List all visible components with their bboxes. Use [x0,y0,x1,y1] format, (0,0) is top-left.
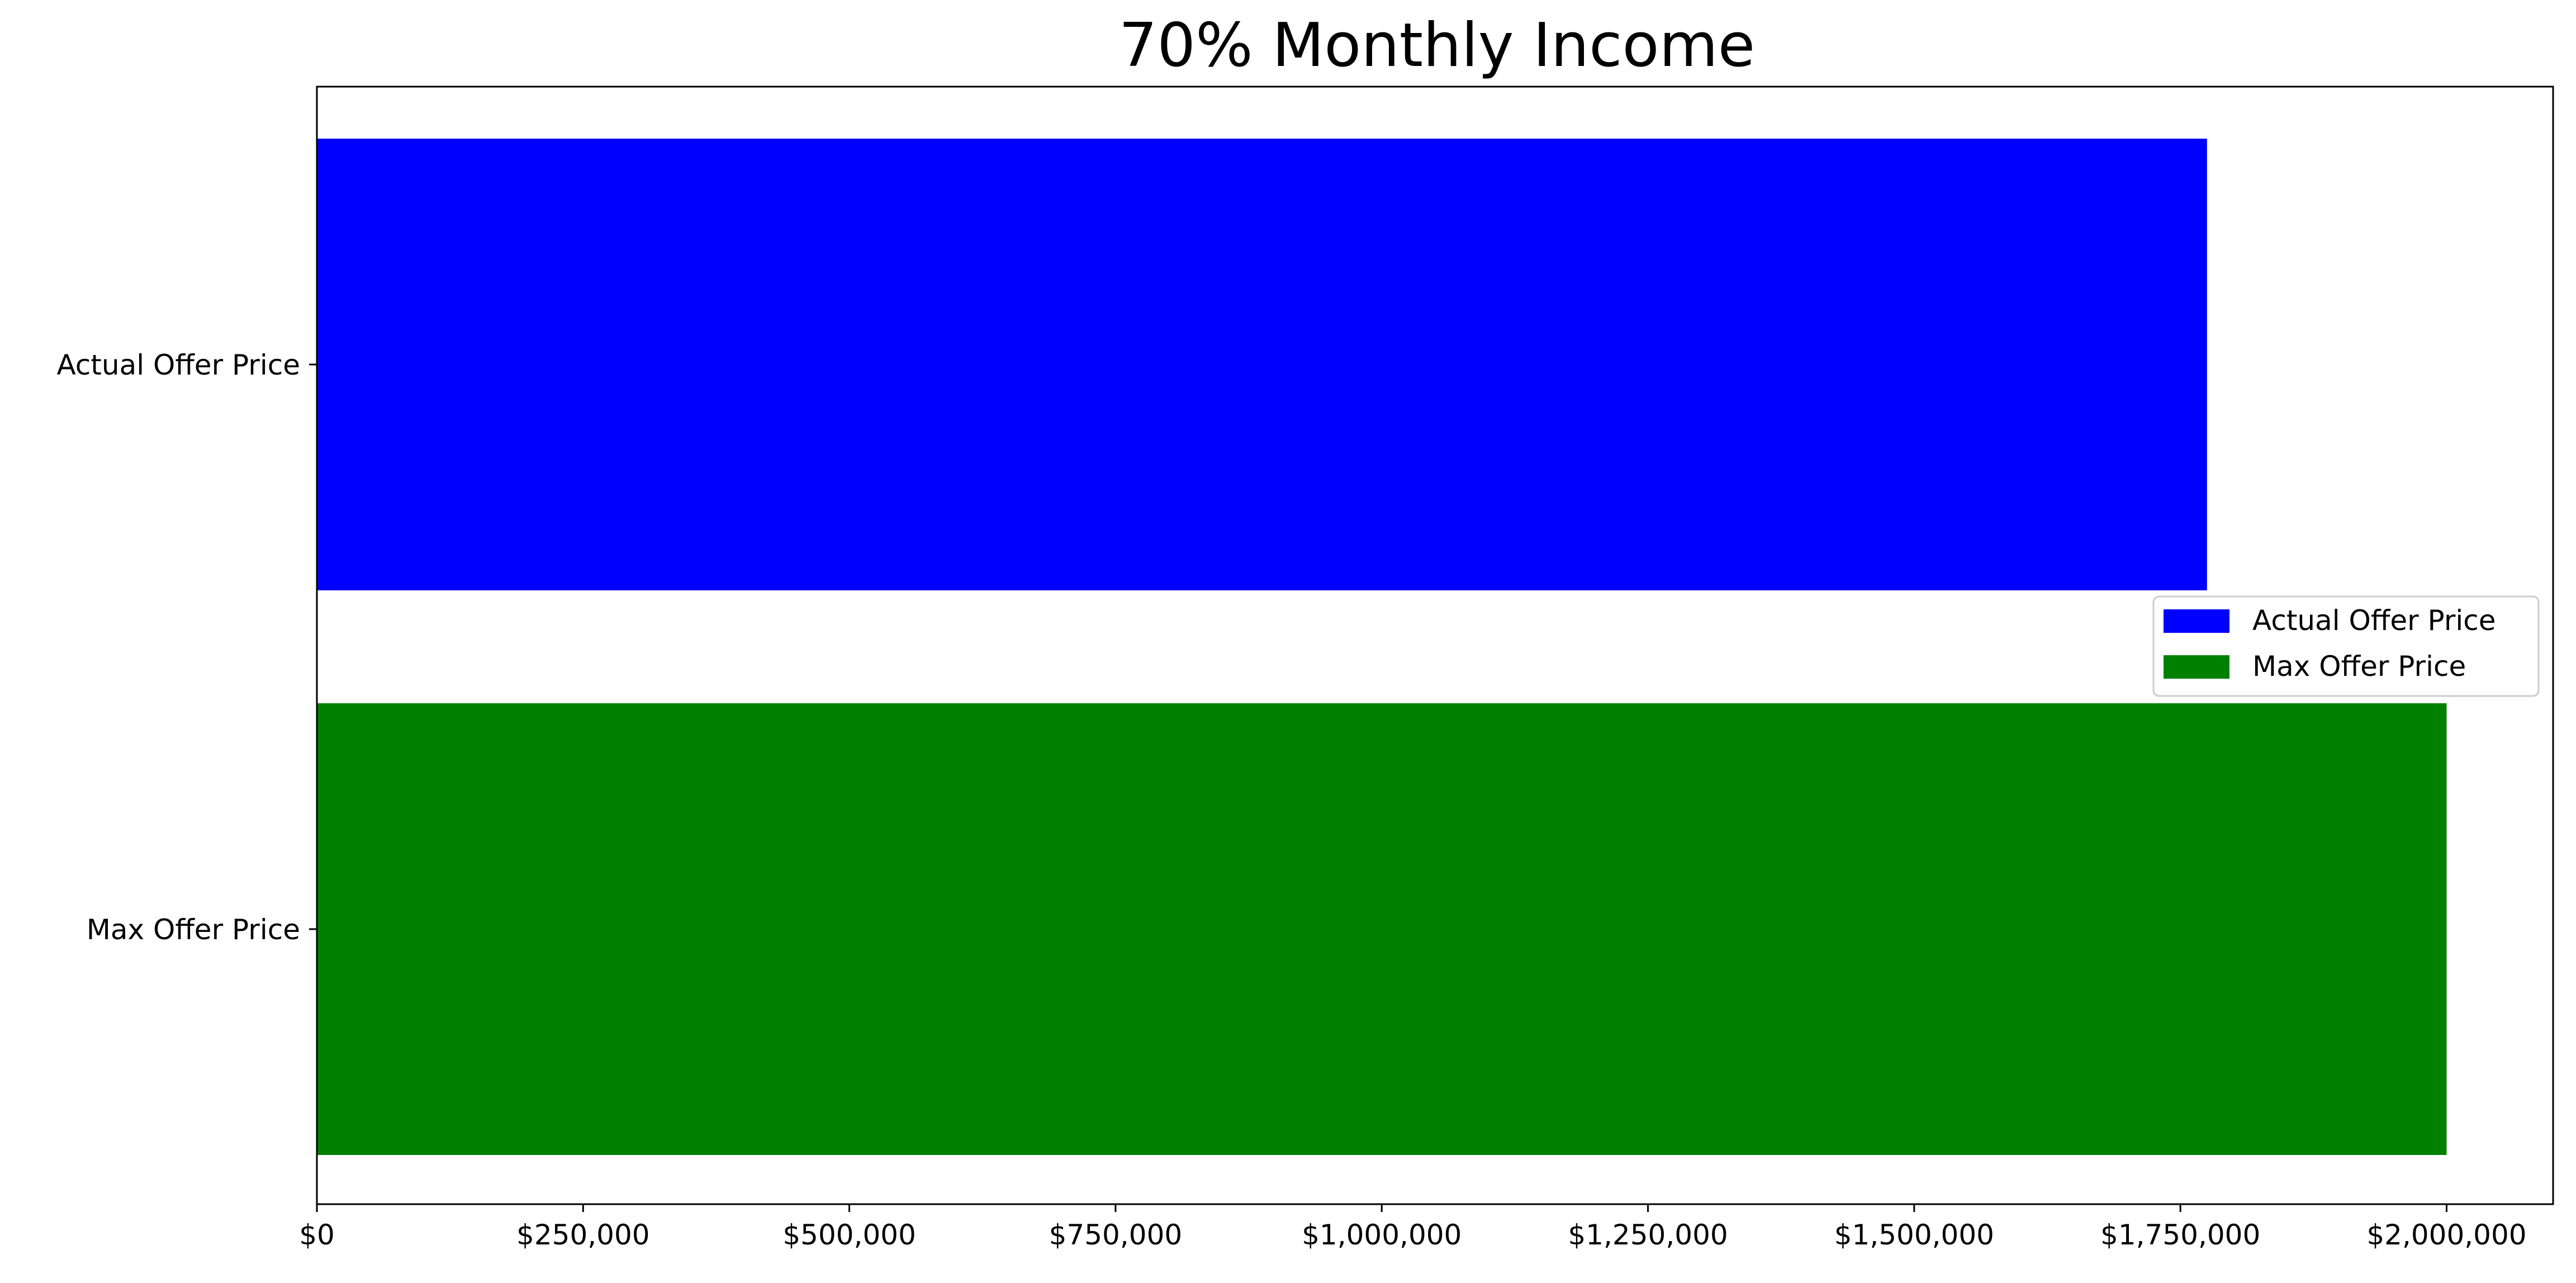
y-axis: Actual Offer Price Max Offer Price [56,349,317,946]
plot-frame [316,86,2554,1205]
legend-box [2152,595,2540,697]
x-tick-label: $1,000,000 [1302,1219,1462,1251]
chart-title: 70% Monthly Income [1119,11,1756,81]
x-tick-label: $250,000 [516,1219,650,1251]
x-axis: $0 $250,000 $500,000 $750,000 $1,000,000 $1,2… [299,1204,2527,1251]
legend-label-max: Max Offer Price [2252,650,2466,683]
x-tick-label: $0 [299,1219,335,1251]
x-tick-label: $1,500,000 [1834,1219,1994,1251]
x-tick-label: $500,000 [782,1219,916,1251]
y-tick-label-max-offer-price: Max Offer Price [87,913,300,946]
bar-actual-offer-price [317,139,2207,590]
y-tick-label-actual-offer-price: Actual Offer Price [56,349,300,381]
x-tick-label: $1,250,000 [1568,1219,1728,1251]
x-tick-label: $750,000 [1049,1219,1183,1251]
legend-swatch-max [2164,655,2229,679]
bars-layer [317,139,2447,1155]
legend-swatch-actual [2164,609,2229,633]
legend-label-actual: Actual Offer Price [2252,604,2496,637]
x-tick-label: $2,000,000 [2366,1219,2526,1251]
legend: Actual Offer Price Max Offer Price [2152,595,2540,697]
bar-max-offer-price [317,703,2447,1155]
x-tick-label: $1,750,000 [2100,1219,2260,1251]
